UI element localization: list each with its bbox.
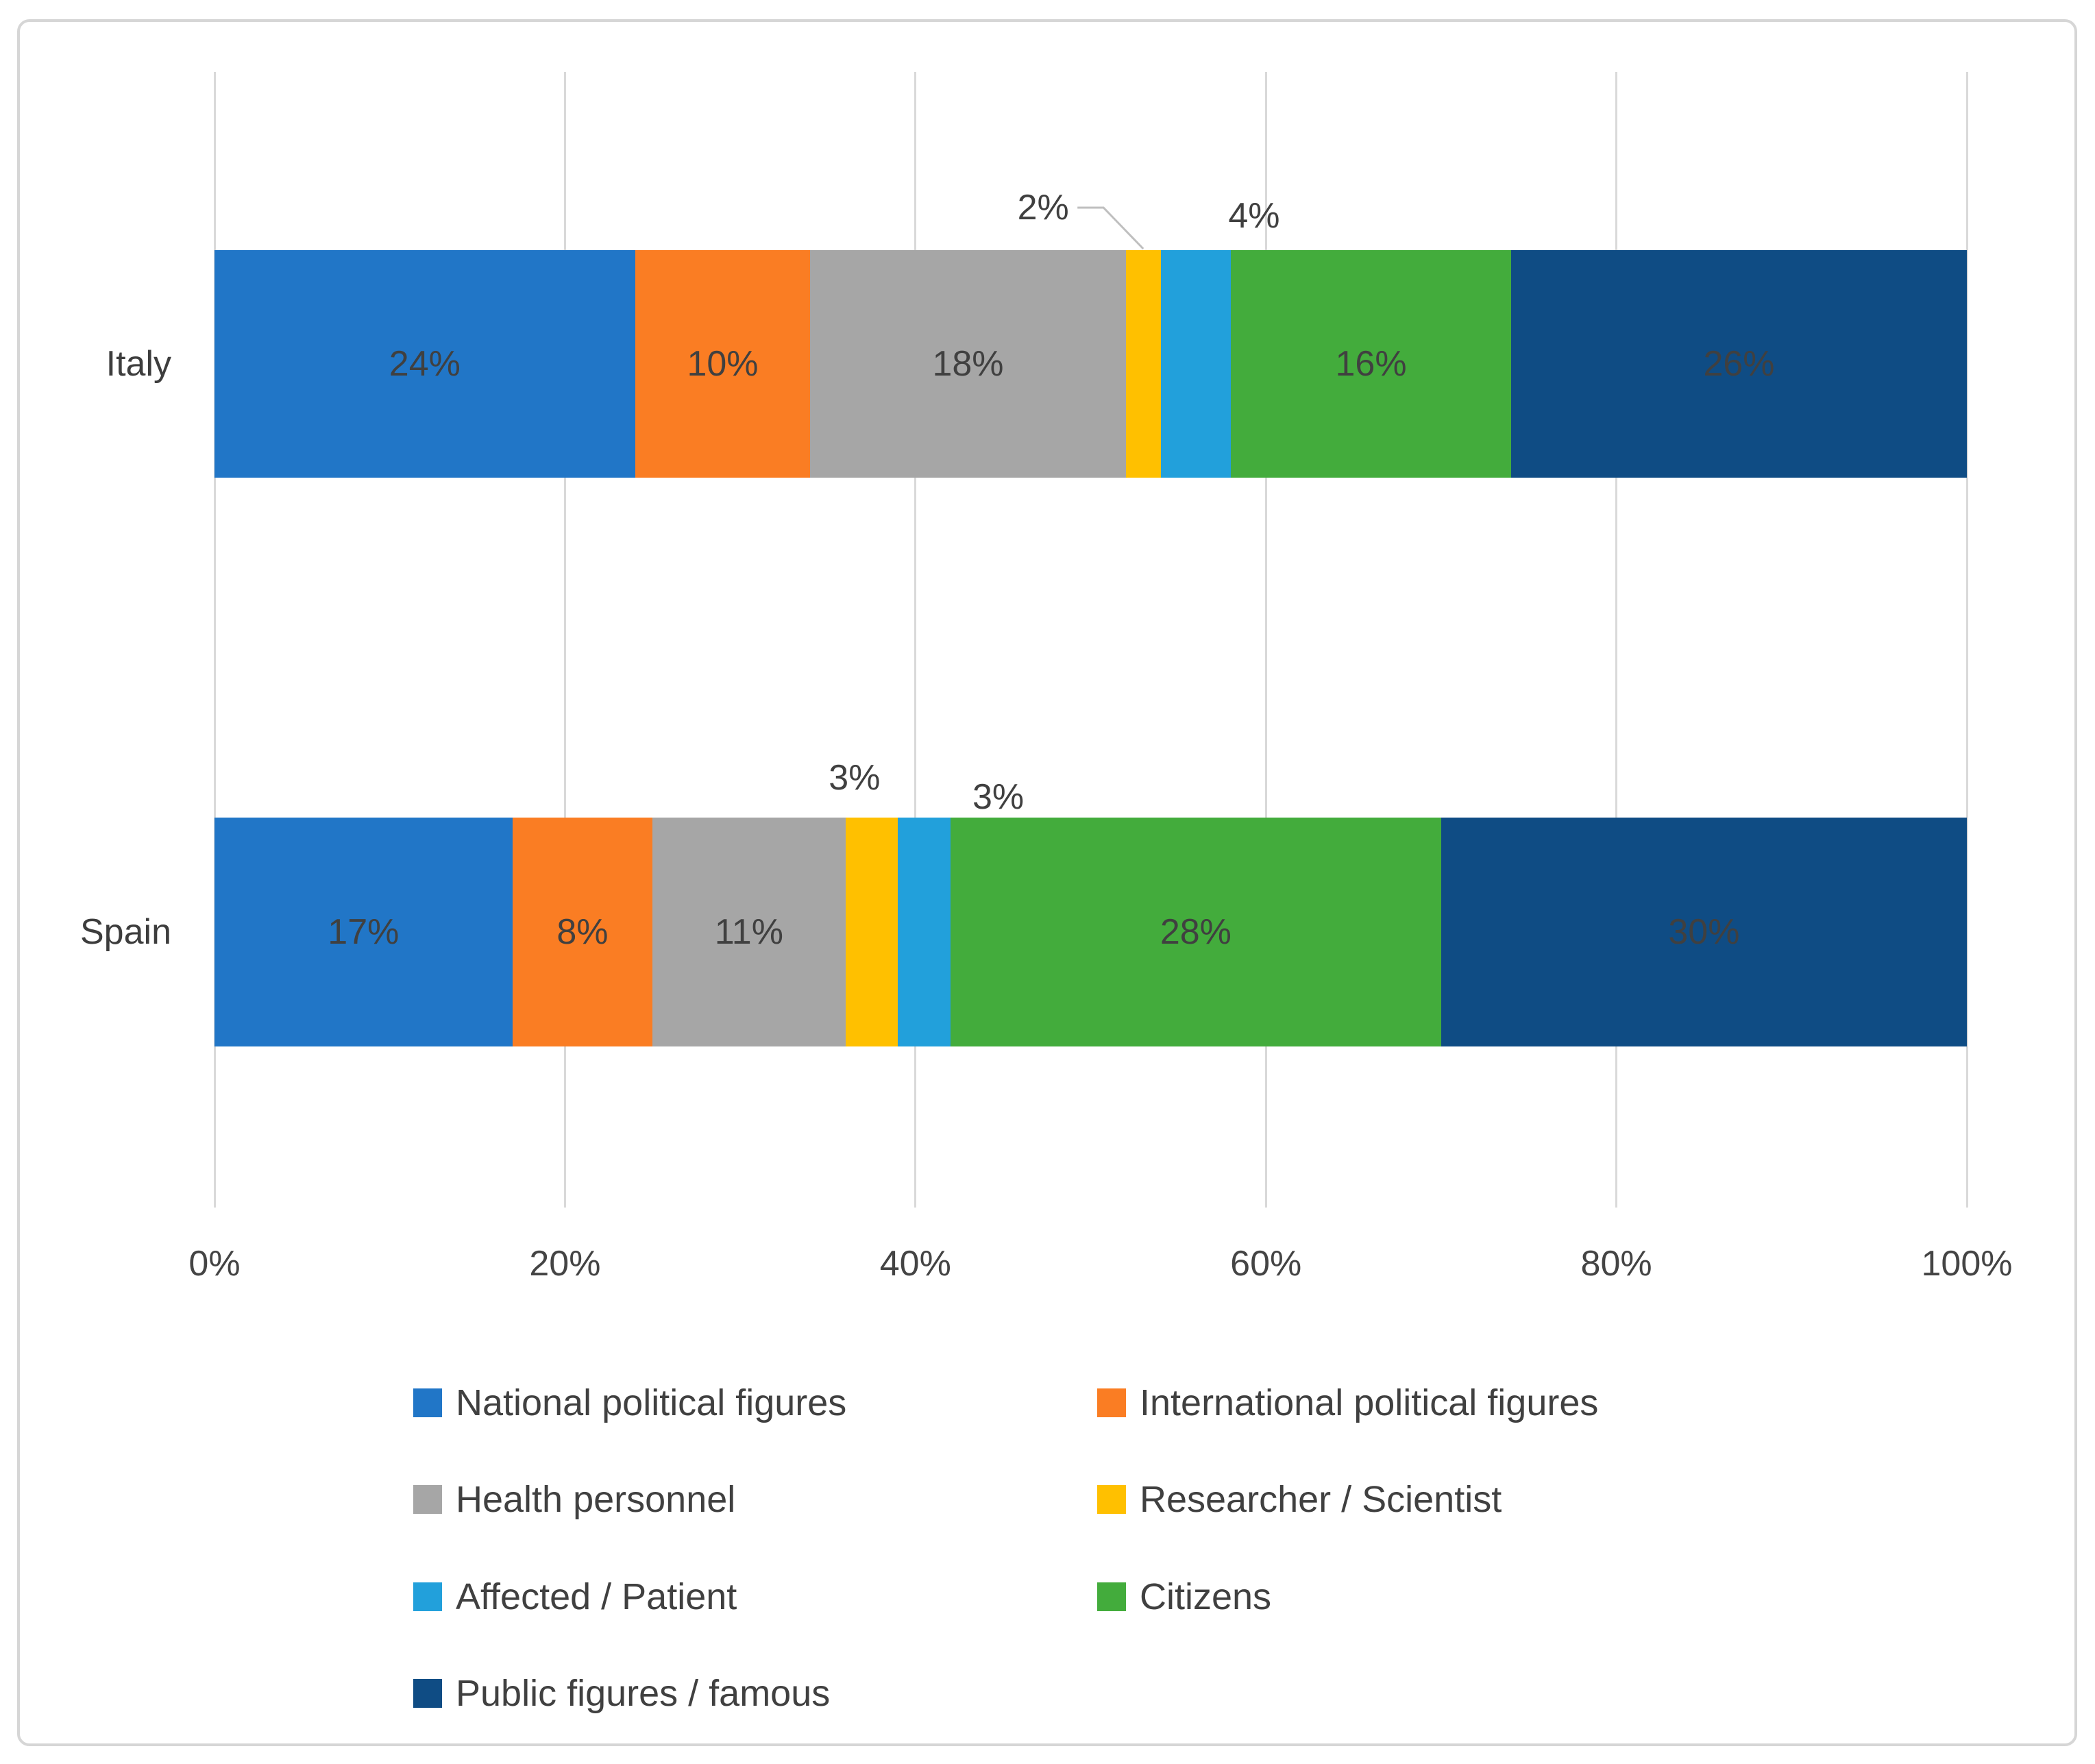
- legend-label: National political figures: [456, 1382, 847, 1423]
- bar-segment: 8%: [512, 818, 653, 1046]
- legend-item: International political figures: [1097, 1382, 1599, 1423]
- segment-value-label: 11%: [714, 912, 783, 952]
- legend-swatch: [413, 1485, 442, 1514]
- bar-segment: [1160, 250, 1231, 478]
- gridline: [213, 72, 216, 1208]
- legend-swatch: [1097, 1388, 1126, 1417]
- x-axis-tick-label: 40%: [879, 1244, 951, 1284]
- legend-label: Health personnel: [456, 1479, 736, 1520]
- outside-value-label: 3%: [829, 758, 881, 798]
- legend-label: Affected / Patient: [456, 1576, 737, 1617]
- x-axis-tick-label: 0%: [188, 1244, 241, 1284]
- legend-item: Researcher / Scientist: [1097, 1479, 1502, 1520]
- segment-value-label: 18%: [932, 344, 1004, 384]
- legend-swatch: [413, 1582, 442, 1611]
- legend-label: International political figures: [1140, 1382, 1599, 1423]
- segment-value-label: 30%: [1668, 912, 1740, 952]
- legend-item: Public figures / famous: [413, 1673, 831, 1714]
- bar-segment: [1125, 250, 1161, 478]
- outside-value-label: 3%: [972, 777, 1025, 817]
- gridline: [1965, 72, 1968, 1208]
- bar-segment: 17%: [215, 818, 513, 1046]
- outside-value-label: 2%: [1017, 188, 1069, 228]
- bar-segment: 30%: [1441, 818, 1967, 1046]
- bar-segment: 26%: [1511, 250, 1967, 478]
- x-axis-tick-label: 60%: [1230, 1244, 1302, 1284]
- legend-item: National political figures: [413, 1382, 847, 1423]
- gridline: [563, 72, 566, 1208]
- category-label-spain: Spain: [80, 912, 171, 952]
- legend-item: Citizens: [1097, 1576, 1272, 1617]
- legend-swatch: [1097, 1485, 1126, 1514]
- segment-value-label: 28%: [1160, 912, 1232, 952]
- legend-swatch: [413, 1388, 442, 1417]
- segment-value-label: 10%: [687, 344, 759, 384]
- legend-label: Researcher / Scientist: [1140, 1479, 1502, 1520]
- gridline: [1615, 72, 1618, 1208]
- outside-value-label: 4%: [1228, 196, 1280, 236]
- bar-italy: 24% 10% 18% 16% 26%: [215, 250, 1967, 478]
- bar-segment: 11%: [652, 818, 846, 1046]
- gridline: [1264, 72, 1267, 1208]
- bar-segment: 28%: [950, 818, 1441, 1046]
- bar-segment: 18%: [810, 250, 1126, 478]
- legend-label: Citizens: [1140, 1576, 1272, 1617]
- x-axis-tick-label: 100%: [1921, 1244, 2013, 1284]
- bar-segment: [898, 818, 951, 1046]
- bar-segment: 10%: [635, 250, 811, 478]
- bar-segment: 16%: [1231, 250, 1512, 478]
- x-axis-tick-label: 80%: [1580, 1244, 1652, 1284]
- segment-value-label: 16%: [1335, 344, 1407, 384]
- legend-item: Health personnel: [413, 1479, 736, 1520]
- segment-value-label: 8%: [556, 912, 609, 952]
- bar-segment: 24%: [215, 250, 635, 478]
- segment-value-label: 26%: [1703, 344, 1775, 384]
- x-axis-tick-label: 20%: [529, 1244, 601, 1284]
- category-label-italy: Italy: [106, 344, 171, 384]
- bar-spain: 17% 8% 11% 28% 30%: [215, 818, 1967, 1046]
- bar-segment: [845, 818, 898, 1046]
- legend-label: Public figures / famous: [456, 1673, 831, 1714]
- figure-border: [17, 19, 2077, 1746]
- legend-swatch: [413, 1679, 442, 1708]
- segment-value-label: 24%: [389, 344, 461, 384]
- legend-swatch: [1097, 1582, 1126, 1611]
- gridline: [914, 72, 917, 1208]
- segment-value-label: 17%: [328, 912, 400, 952]
- legend-item: Affected / Patient: [413, 1576, 737, 1617]
